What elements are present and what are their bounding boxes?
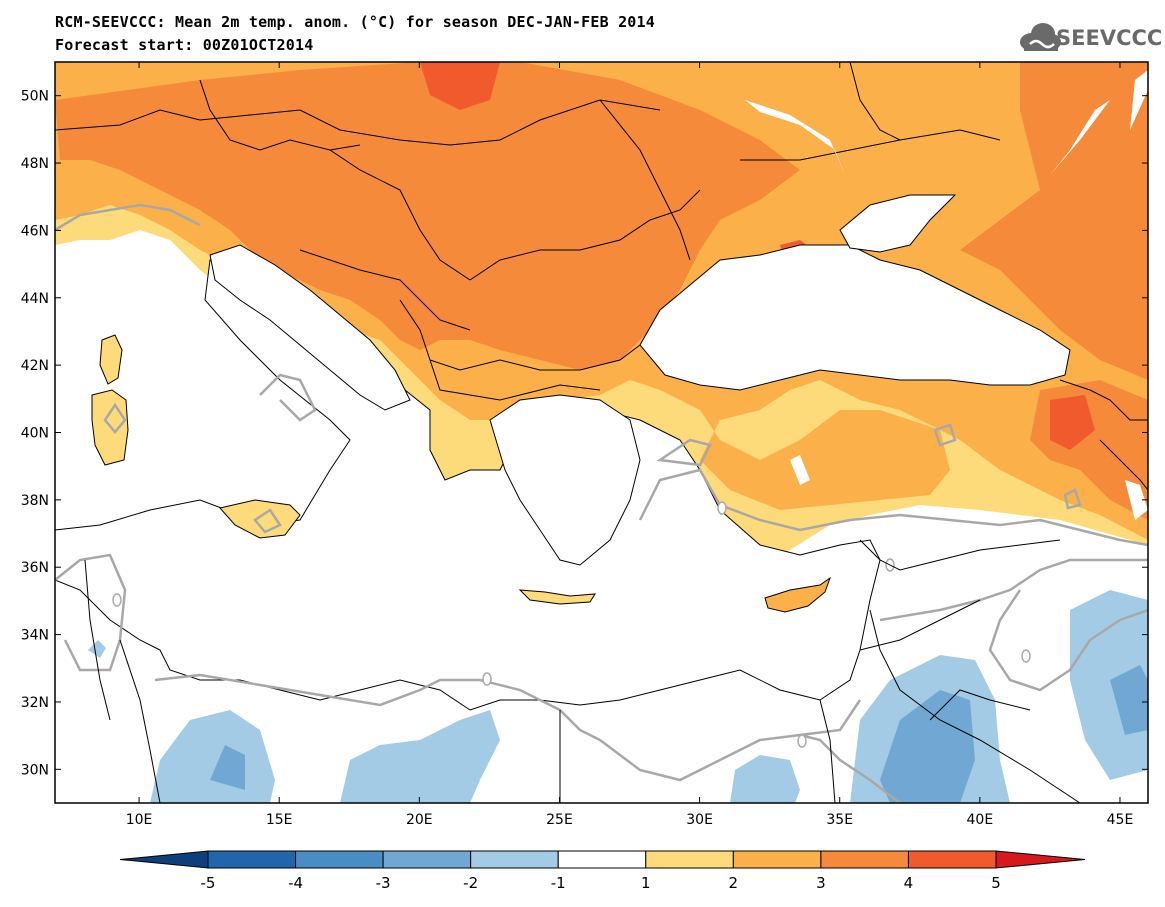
- colorbar-swatch: [732, 850, 822, 869]
- cool-region-core: [880, 690, 975, 803]
- cool-region-core3: [210, 745, 245, 790]
- lat-tick-label: 32N: [21, 695, 49, 711]
- colorbar-label: 4: [904, 874, 914, 892]
- cool-region-core2: [1110, 665, 1148, 735]
- corsica-island: [99, 334, 123, 385]
- colorbar-label: 3: [816, 874, 826, 892]
- warm-region-level4: [420, 62, 500, 110]
- colorbar-swatch: [207, 850, 297, 869]
- lake-5: [790, 455, 810, 485]
- lat-tick-label: 46N: [21, 223, 49, 239]
- warm-region-level3: [55, 62, 800, 370]
- crete-island: [518, 589, 596, 605]
- colorbar-swatch: [820, 850, 909, 869]
- seevccc-logo: [1020, 23, 1061, 51]
- lon-tick-label: 40E: [967, 812, 994, 828]
- colorbar-swatch: [470, 850, 559, 869]
- colorbar-swatch: [382, 850, 472, 869]
- zero-contours: [55, 203, 1148, 803]
- cool-region-tunisia: [88, 640, 106, 658]
- warm-region-level3b: [960, 62, 1148, 380]
- lon-tick-label: 35E: [826, 812, 853, 828]
- lat-tick-label: 44N: [21, 291, 49, 307]
- lon-tick-label: 15E: [266, 812, 293, 828]
- lon-tick-label: 25E: [546, 812, 573, 828]
- lat-tick-label: 40N: [21, 426, 49, 442]
- colorbar-label: -5: [201, 874, 216, 892]
- colorbar-label: -4: [288, 874, 303, 892]
- lon-tick-label: 45E: [1107, 812, 1134, 828]
- country-borders: [55, 62, 1148, 803]
- lat-tick-label: 42N: [21, 358, 49, 374]
- lat-tick-label: 50N: [21, 89, 49, 105]
- latitude-axis: 50N 48N 46N 44N 42N 40N 38N 36N 34N 32N 30N: [21, 89, 1148, 778]
- aegean-sea: [489, 394, 641, 566]
- adriatic-sea: [209, 244, 411, 411]
- colorbar-swatch: [557, 850, 647, 869]
- map-title: RCM-SEEVCCC: Mean 2m temp. anom. (°C) fo…: [55, 13, 655, 31]
- lon-tick-label: 20E: [406, 812, 433, 828]
- forecast-start-label: Forecast start: 00Z01OCT2014: [55, 36, 314, 54]
- colorbar-label: -2: [463, 874, 478, 892]
- lat-tick-label: 34N: [21, 628, 49, 644]
- cyprus-island: [764, 576, 831, 613]
- cool-region-libya-e: [340, 710, 500, 803]
- colorbar-swatch: [295, 850, 384, 869]
- colorbar-swatch: [645, 850, 734, 869]
- lake-4: [1125, 480, 1148, 520]
- cool-region-egypt: [730, 755, 800, 803]
- colorbar-under-arrow: [119, 850, 209, 869]
- lake-2: [1050, 100, 1110, 175]
- cloud-icon: [1020, 23, 1061, 51]
- lon-tick-label: 10E: [126, 812, 153, 828]
- logo-text: SEEVCCC: [1056, 26, 1163, 50]
- lake-1: [745, 100, 845, 175]
- sicily-island: [219, 499, 301, 539]
- colorbar-label: 1: [641, 874, 651, 892]
- longitude-axis: 10E 15E 20E 25E 30E 35E 40E 45E: [126, 62, 1134, 828]
- colorbar-swatch: [907, 850, 997, 869]
- colorbar-label: 5: [991, 874, 1001, 892]
- warm-region-level4b: [1050, 395, 1095, 450]
- sea-of-azov: [839, 194, 957, 253]
- zero-contour-labels: [112, 501, 1031, 748]
- colorbar-label: 2: [729, 874, 739, 892]
- map-field: [55, 62, 1148, 803]
- black-sea: [639, 244, 1071, 391]
- colorbar-label: -3: [376, 874, 391, 892]
- lat-tick-label: 36N: [21, 560, 49, 576]
- lon-tick-label: 30E: [686, 812, 713, 828]
- lat-tick-label: 30N: [21, 762, 49, 778]
- lat-tick-label: 38N: [21, 493, 49, 509]
- colorbar-over-arrow: [995, 850, 1086, 869]
- colorbar: -5 -4 -3 -2 -1 1 2 3 4 5: [119, 850, 1086, 892]
- lake-3: [1130, 70, 1148, 130]
- colorbar-label: -1: [551, 874, 566, 892]
- lat-tick-label: 48N: [21, 156, 49, 172]
